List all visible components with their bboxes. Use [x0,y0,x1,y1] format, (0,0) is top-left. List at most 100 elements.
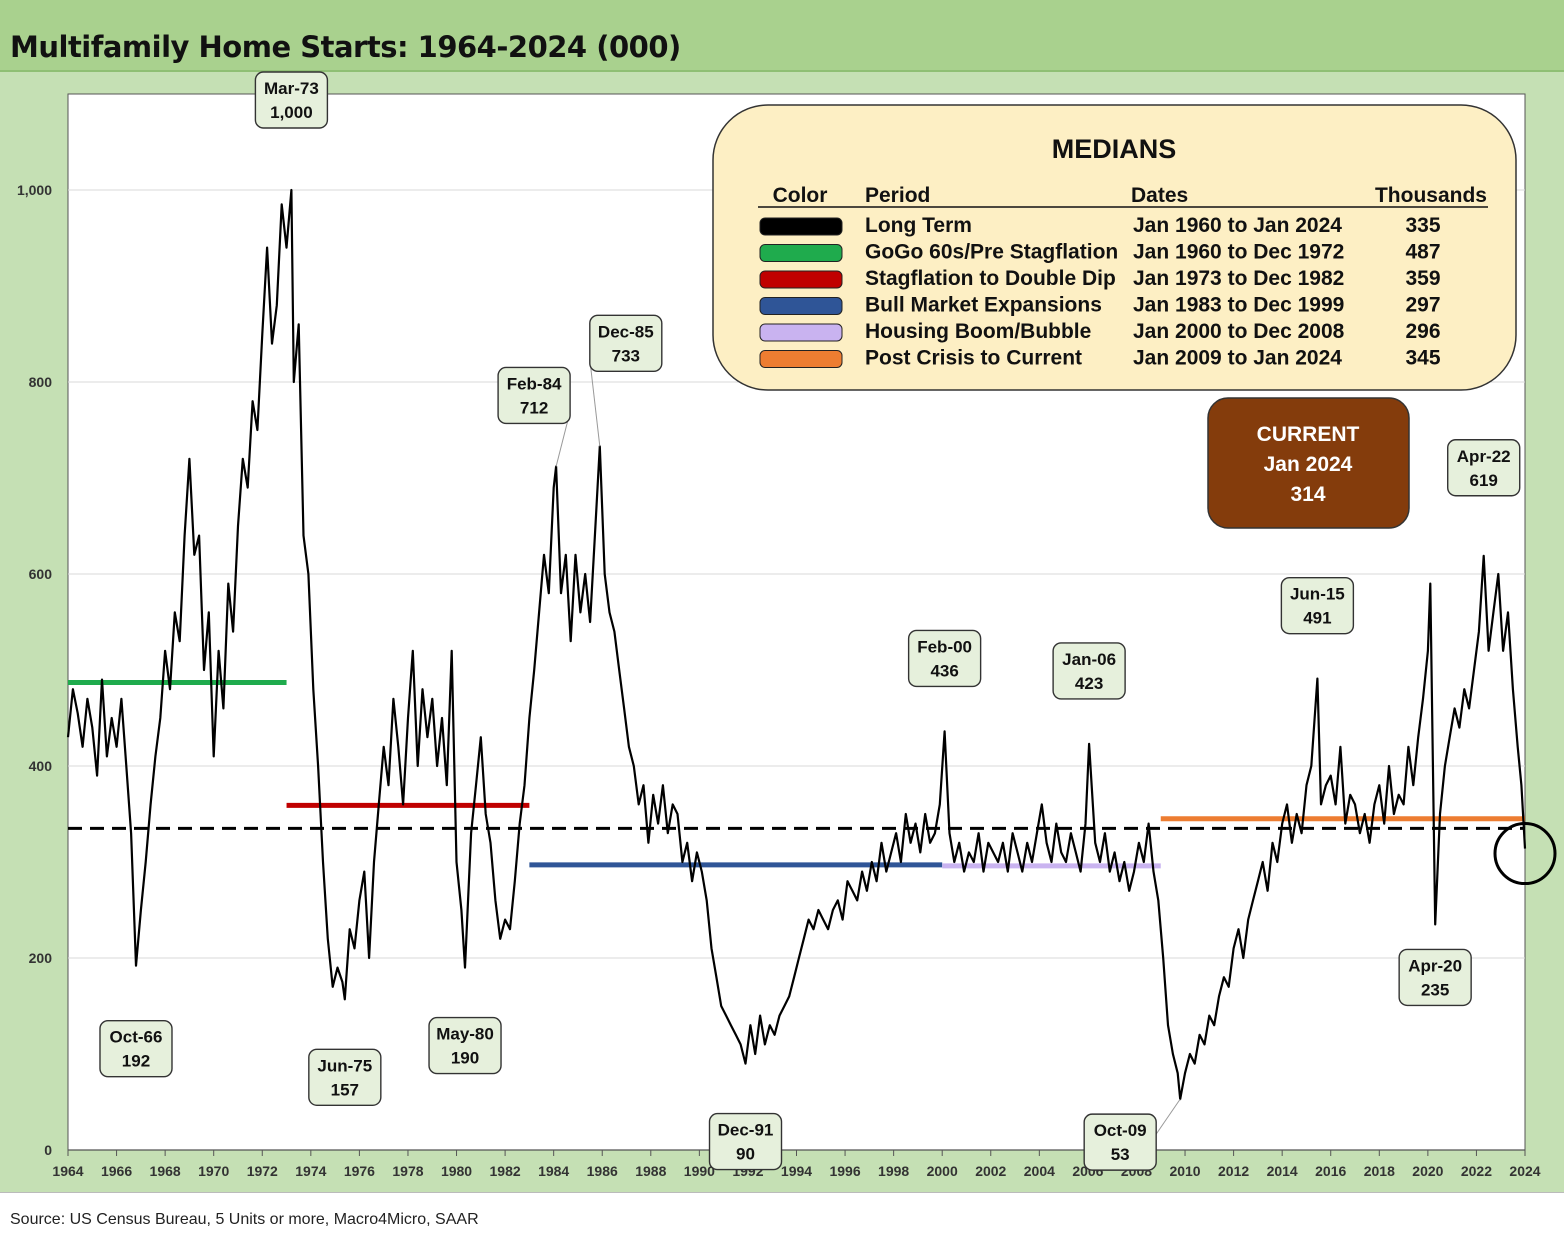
x-tick-label: 1966 [101,1163,132,1179]
medians-swatch [759,350,843,368]
current-box-bg [1207,397,1410,529]
callout-date: Feb-00 [917,637,972,656]
medians-period: Bull Market Expansions [865,294,1102,317]
callout-date: Jun-75 [317,1056,372,1075]
callout-jun-75: Jun-75 157 [308,1048,382,1106]
y-tick-label: 400 [29,758,53,774]
callout-box [1280,576,1355,635]
callout-value: 733 [612,346,640,365]
title-bar: Multifamily Home Starts: 1964-2024 (000) [0,0,1564,72]
x-tick-label: 1968 [150,1163,181,1179]
medians-value: 296 [1405,320,1440,343]
callout-box [428,1016,502,1075]
callout-value: 192 [122,1052,150,1071]
callout-value: 157 [331,1080,359,1099]
callout-box [1398,948,1472,1007]
callout-value: 53 [1111,1145,1130,1164]
x-tick-label: 1970 [198,1163,229,1179]
callout-apr-22: Apr-22 619 [1447,439,1521,497]
callout-box [907,629,982,688]
callout-date: Jan-06 [1062,650,1116,669]
x-tick-label: 2010 [1169,1163,1200,1179]
annotation-layer: Mar-73 1,000 Oct-66 192 Jun-75 157 May-80 190 Fe… [99,71,1521,1171]
medians-period: Post Crisis to Current [865,347,1082,370]
x-tick-label: 1964 [52,1163,83,1179]
callout-oct-09: Oct-09 53 [1083,1098,1181,1171]
y-tick-label: 0 [44,1142,52,1158]
x-tick-label: 1998 [878,1163,909,1179]
callout-date: Oct-66 [110,1028,163,1047]
callout-value: 90 [736,1145,755,1164]
medians-swatch [759,217,843,236]
callout-value: 235 [1421,980,1449,999]
series-layer [66,188,1557,1101]
callout-oct-66: Oct-66 192 [99,1019,173,1078]
callout-value: 619 [1470,471,1498,490]
current-text: 314 [1290,483,1325,506]
y-tick-label: 800 [29,374,53,390]
callout-value: 436 [930,661,958,680]
medians-dates: Jan 1973 to Dec 1982 [1133,267,1344,290]
medians-swatch [759,244,843,262]
medians-period: Stagflation to Double Dip [865,267,1116,290]
callout-box [497,366,571,425]
medians-header: Color [773,184,828,207]
callout-may-80: May-80 190 [428,1016,502,1075]
chart-title: Multifamily Home Starts: 1964-2024 (000) [10,30,681,64]
x-tick-label: 1996 [829,1163,860,1179]
x-tick-label: 2024 [1509,1163,1540,1179]
callout-box [99,1019,173,1078]
callout-apr-20: Apr-20 235 [1398,948,1472,1007]
callout-feb-84: Feb-84 712 [497,366,571,467]
x-tick-label: 2002 [975,1163,1006,1179]
medians-value: 297 [1405,294,1440,317]
x-tick-label: 2014 [1267,1163,1298,1179]
current-text: CURRENT [1257,423,1360,446]
medians-header: Period [865,184,930,207]
current-box: CURRENT Jan 2024 314 [1207,397,1410,529]
callout-box [708,1112,783,1171]
x-tick-label: 2000 [927,1163,958,1179]
callout-leader [589,359,601,447]
callout-date: May-80 [436,1025,494,1044]
medians-title: MEDIANS [1052,134,1177,164]
callout-date: Mar-73 [264,79,319,98]
x-tick-label: 1984 [538,1163,569,1179]
callout-date: Apr-22 [1457,447,1511,466]
x-tick-label: 1972 [247,1163,278,1179]
callout-dec-85: Dec-85 733 [589,314,663,447]
medians-period: Long Term [865,214,972,237]
callout-value: 190 [451,1049,479,1068]
y-tick-label: 1,000 [17,182,52,198]
callout-dec-91: Dec-91 90 [708,1112,783,1171]
x-tick-label: 2020 [1412,1163,1443,1179]
medians-box-bg [712,104,1517,391]
callout-value: 1,000 [270,103,313,122]
medians-swatch [759,270,843,289]
current-text: Jan 2024 [1264,453,1353,476]
medians-header: Thousands [1375,184,1487,207]
callout-jan-06: Jan-06 423 [1052,642,1126,700]
medians-value: 335 [1405,214,1440,237]
data-series-line [66,188,1527,1101]
x-tick-label: 2018 [1364,1163,1395,1179]
callout-value: 491 [1303,609,1331,628]
callout-date: Jun-15 [1290,585,1345,604]
callout-box [308,1048,382,1106]
x-tick-label: 1974 [295,1163,326,1179]
medians-period: Housing Boom/Bubble [865,320,1091,343]
callout-jun-15: Jun-15 491 [1280,576,1355,635]
x-tick-label: 1986 [587,1163,618,1179]
x-tick-label: 2016 [1315,1163,1346,1179]
medians-value: 487 [1405,241,1440,264]
medians-dates: Jan 2000 to Dec 2008 [1133,320,1345,343]
callout-date: Oct-09 [1094,1121,1147,1140]
callout-box [1447,439,1521,497]
callout-box [1083,1113,1157,1171]
medians-dates: Jan 1960 to Jan 2024 [1133,214,1342,237]
callout-mar-73: Mar-73 1,000 [254,71,329,129]
callout-value: 712 [520,398,548,417]
medians-swatch [759,297,843,315]
